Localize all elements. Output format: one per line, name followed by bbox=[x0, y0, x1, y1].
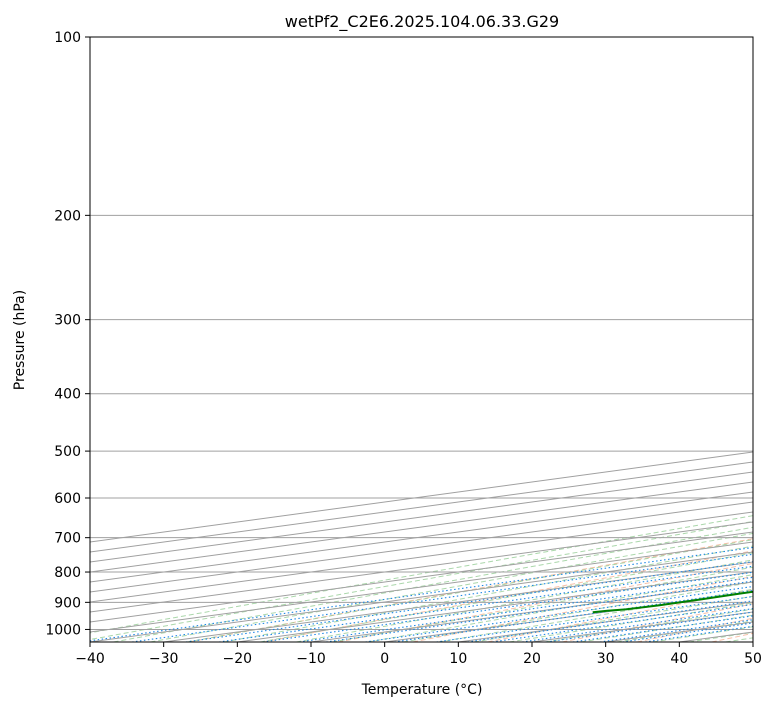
isotherm-line bbox=[90, 471, 753, 563]
y-axis: 100 200 300 400 500 600 700 800 900 1000 bbox=[45, 30, 90, 638]
y-axis-label: Pressure (hPa) bbox=[12, 290, 28, 390]
y-tick-label: 100 bbox=[54, 30, 81, 46]
isotherm-line bbox=[90, 451, 753, 543]
moist-adiabat-line bbox=[150, 532, 753, 642]
x-tick-label: −20 bbox=[223, 651, 253, 667]
dry-adiabat-line bbox=[263, 550, 753, 642]
x-tick-label: 20 bbox=[523, 651, 541, 667]
chart-title: wetPf2_C2E6.2025.104.06.33.G29 bbox=[285, 12, 559, 32]
x-tick-label: −10 bbox=[296, 651, 326, 667]
moist-adiabat-line bbox=[90, 520, 753, 640]
moist-adiabat-line bbox=[223, 545, 753, 642]
y-tick-label: 900 bbox=[54, 595, 81, 611]
x-axis: −40 −30 −20 −10 0 10 20 30 40 50 bbox=[75, 642, 762, 667]
isotherm-line bbox=[90, 501, 753, 593]
y-tick-label: 600 bbox=[54, 491, 81, 507]
x-tick-label: 10 bbox=[449, 651, 467, 667]
plot-background bbox=[90, 37, 753, 642]
mixing-ratio-line bbox=[90, 546, 753, 642]
mixing-ratio-line bbox=[492, 603, 753, 642]
mixing-ratio-line bbox=[131, 553, 753, 642]
dry-adiabat-line bbox=[412, 575, 753, 642]
moist-adiabat-line bbox=[113, 526, 753, 642]
isotherm-line bbox=[90, 461, 753, 553]
y-tick-label: 700 bbox=[54, 531, 81, 547]
isotherm-line bbox=[90, 511, 753, 603]
moist-adiabat-line bbox=[403, 581, 753, 642]
background-lines bbox=[90, 37, 753, 642]
y-tick-label: 400 bbox=[54, 387, 81, 403]
plot-frame bbox=[89, 36, 754, 643]
x-tick-label: 40 bbox=[670, 651, 688, 667]
mixing-ratio-line bbox=[185, 561, 753, 642]
x-tick-label: 30 bbox=[597, 651, 615, 667]
isotherm-line bbox=[90, 491, 753, 583]
dry-adiabat-line bbox=[338, 562, 753, 642]
x-tick-label: 50 bbox=[744, 651, 762, 667]
y-tick-label: 800 bbox=[54, 565, 81, 581]
moist-adiabat-line bbox=[332, 566, 753, 642]
y-tick-label: 1000 bbox=[45, 622, 81, 638]
moist-adiabat-line bbox=[260, 552, 753, 642]
y-tick-label: 500 bbox=[54, 444, 81, 460]
mixing-ratio-line bbox=[436, 595, 753, 642]
x-tick-label: −40 bbox=[75, 651, 105, 667]
y-tick-label: 200 bbox=[54, 208, 81, 224]
x-axis-label: Temperature (°C) bbox=[361, 682, 483, 698]
x-tick-label: −30 bbox=[149, 651, 179, 667]
isotherm-line bbox=[90, 481, 753, 573]
mixing-ratio-line bbox=[467, 600, 753, 642]
moist-adiabat-line bbox=[187, 539, 753, 642]
y-tick-label: 300 bbox=[54, 313, 81, 329]
x-tick-label: 0 bbox=[380, 651, 389, 667]
mixing-ratio-line bbox=[522, 608, 753, 642]
isotherm-line bbox=[90, 531, 753, 623]
isotherm-line bbox=[90, 521, 753, 613]
